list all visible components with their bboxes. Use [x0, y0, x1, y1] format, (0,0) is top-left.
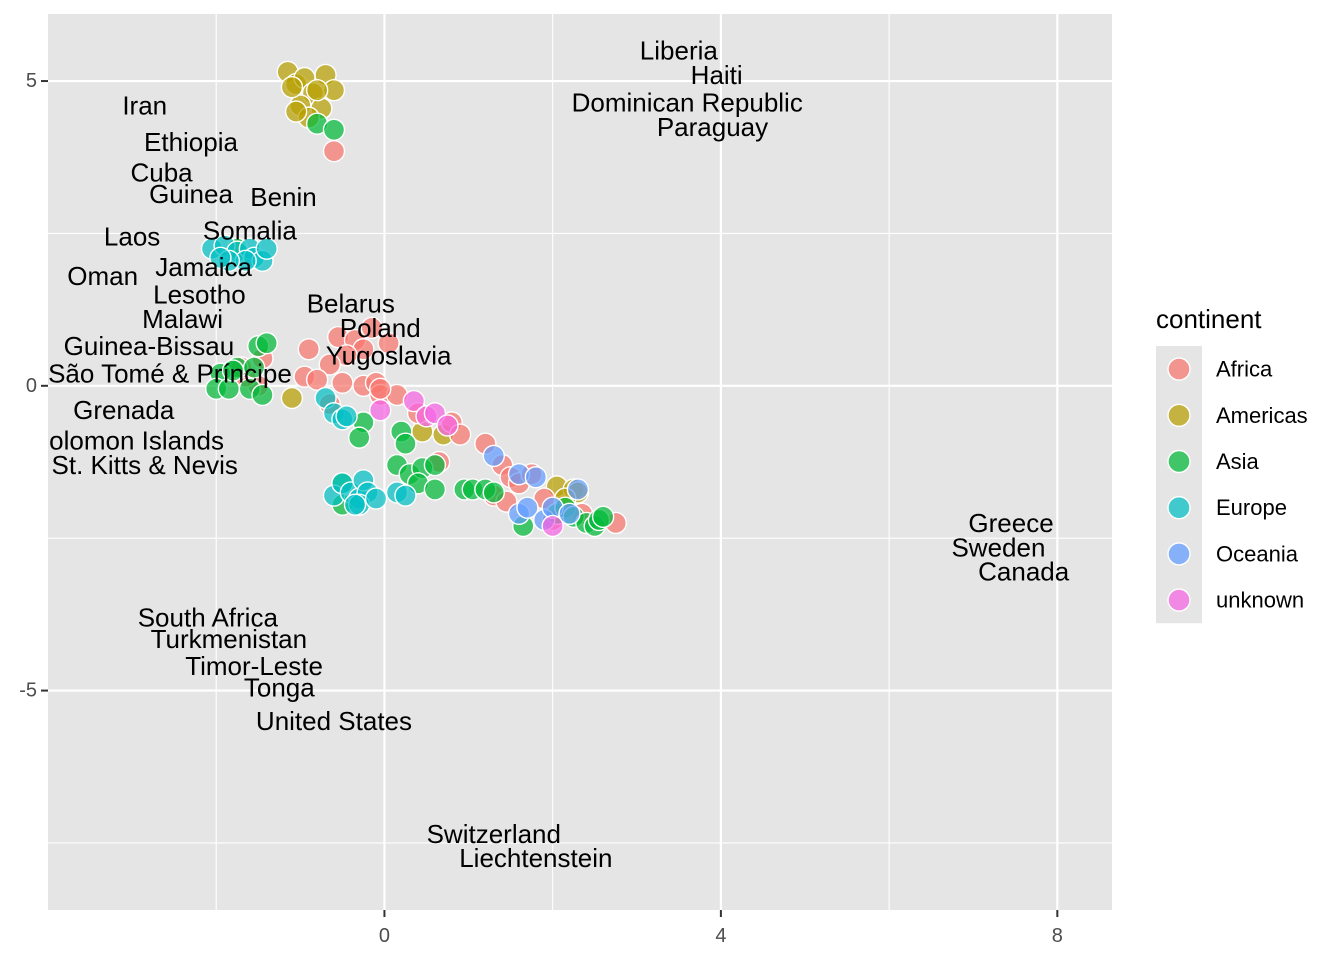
- data-point-unknown: [369, 398, 392, 422]
- data-point-asia: [255, 331, 278, 355]
- country-label: South Africa: [138, 602, 279, 632]
- plot-panel: [48, 14, 1112, 910]
- data-point-europe: [343, 493, 367, 516]
- data-point-asia: [482, 481, 505, 504]
- data-point-europe: [209, 246, 232, 270]
- data-point-europe: [364, 487, 388, 510]
- data-point-africa: [318, 353, 341, 376]
- y-tick-label: 5: [26, 70, 37, 92]
- country-label: Tonga: [244, 673, 315, 703]
- data-point-europe: [394, 484, 417, 507]
- data-point-asia: [322, 118, 346, 142]
- data-point-oceania: [482, 444, 505, 468]
- legend: continent Africa Americas Asia Europe Oceani…: [1156, 304, 1308, 624]
- data-point-asia: [394, 432, 417, 455]
- legend-key-americas: [1167, 403, 1191, 427]
- country-label: Laos: [104, 221, 160, 251]
- data-point-africa: [305, 368, 329, 391]
- country-label: Belarus: [307, 289, 395, 319]
- legend-key-background: [1156, 346, 1202, 624]
- country-label: Somalia: [203, 215, 297, 245]
- panel-background: [48, 14, 1112, 910]
- data-point-europe: [335, 405, 358, 428]
- data-point-africa: [322, 139, 346, 163]
- country-label: Ethiopia: [144, 127, 238, 157]
- country-label: Liechtenstein: [459, 843, 612, 873]
- country-label: Oman: [67, 261, 138, 291]
- x-tick-label: 0: [379, 925, 390, 947]
- data-point-oceania: [524, 466, 548, 489]
- legend-key-unknown: [1167, 588, 1191, 612]
- country-label: United States: [256, 706, 412, 736]
- legend-label: Americas: [1216, 403, 1308, 428]
- data-point-unknown: [541, 514, 564, 538]
- country-label: Sweden: [951, 532, 1045, 562]
- country-label: São Tomé & Príncipe: [48, 359, 292, 389]
- country-label: Turkmenistan: [151, 624, 308, 654]
- data-points: [200, 60, 627, 538]
- country-label: Jamaica: [155, 252, 252, 282]
- y-tick-label: -5: [19, 680, 37, 702]
- country-label: Liberia: [640, 36, 719, 66]
- country-label: Paraguay: [657, 112, 768, 142]
- country-label: Canada: [978, 557, 1070, 587]
- x-tick-label: 4: [715, 925, 726, 947]
- data-point-asia: [591, 505, 615, 529]
- y-tick-label: 0: [26, 375, 37, 397]
- country-label: Dominican Republic: [572, 87, 803, 117]
- legend-label: Europe: [1216, 495, 1287, 520]
- data-point-americas: [305, 78, 329, 102]
- legend-label: Asia: [1216, 449, 1260, 474]
- data-point-africa: [360, 316, 384, 340]
- data-point-asia: [251, 383, 274, 407]
- country-label: Yugoslavia: [326, 340, 452, 370]
- country-label: Switzerland: [427, 819, 561, 849]
- data-point-oceania: [566, 478, 590, 501]
- data-point-europe: [255, 237, 278, 260]
- axes: 0 4 8 5 0 -5: [19, 70, 1063, 947]
- legend-key-europe: [1167, 496, 1191, 520]
- legend-title: continent: [1156, 304, 1262, 334]
- country-label: Grenada: [73, 395, 175, 425]
- data-point-africa: [297, 338, 320, 361]
- legend-label: Oceania: [1216, 541, 1299, 566]
- country-label: Solomon Islands: [32, 426, 224, 456]
- data-point-oceania: [558, 502, 581, 526]
- country-label: Iran: [122, 90, 167, 120]
- data-point-unknown: [436, 414, 459, 437]
- data-point-africa: [331, 371, 354, 394]
- legend-key-oceania: [1167, 542, 1191, 566]
- data-point-asia: [221, 359, 245, 382]
- data-point-americas: [280, 386, 304, 410]
- country-label: Greece: [968, 508, 1053, 538]
- country-label: Cuba: [130, 157, 193, 187]
- legend-key-asia: [1167, 449, 1191, 474]
- x-tick-label: 8: [1052, 925, 1063, 947]
- country-label: Guinea-Bissau: [64, 331, 235, 361]
- country-label: Poland: [340, 313, 421, 343]
- data-point-africa: [369, 377, 392, 401]
- country-label: Haiti: [691, 60, 743, 90]
- country-label: Timor-Leste: [185, 651, 323, 681]
- data-point-africa: [377, 331, 400, 355]
- country-label: Malawi: [142, 304, 223, 334]
- country-label: Guinea: [149, 179, 233, 209]
- data-point-oceania: [516, 496, 539, 519]
- data-point-unknown: [402, 389, 426, 413]
- legend-label: unknown: [1216, 588, 1304, 613]
- country-label: Benin: [250, 182, 317, 212]
- data-point-americas: [280, 75, 304, 99]
- country-label: Lesotho: [153, 279, 246, 309]
- data-point-asia: [348, 426, 371, 449]
- legend-label: Africa: [1216, 357, 1273, 382]
- legend-key-africa: [1167, 357, 1191, 381]
- data-point-asia: [423, 453, 447, 477]
- data-point-asia: [423, 478, 447, 501]
- country-label: St. Kitts & Nevis: [52, 450, 238, 480]
- data-point-americas: [284, 100, 308, 123]
